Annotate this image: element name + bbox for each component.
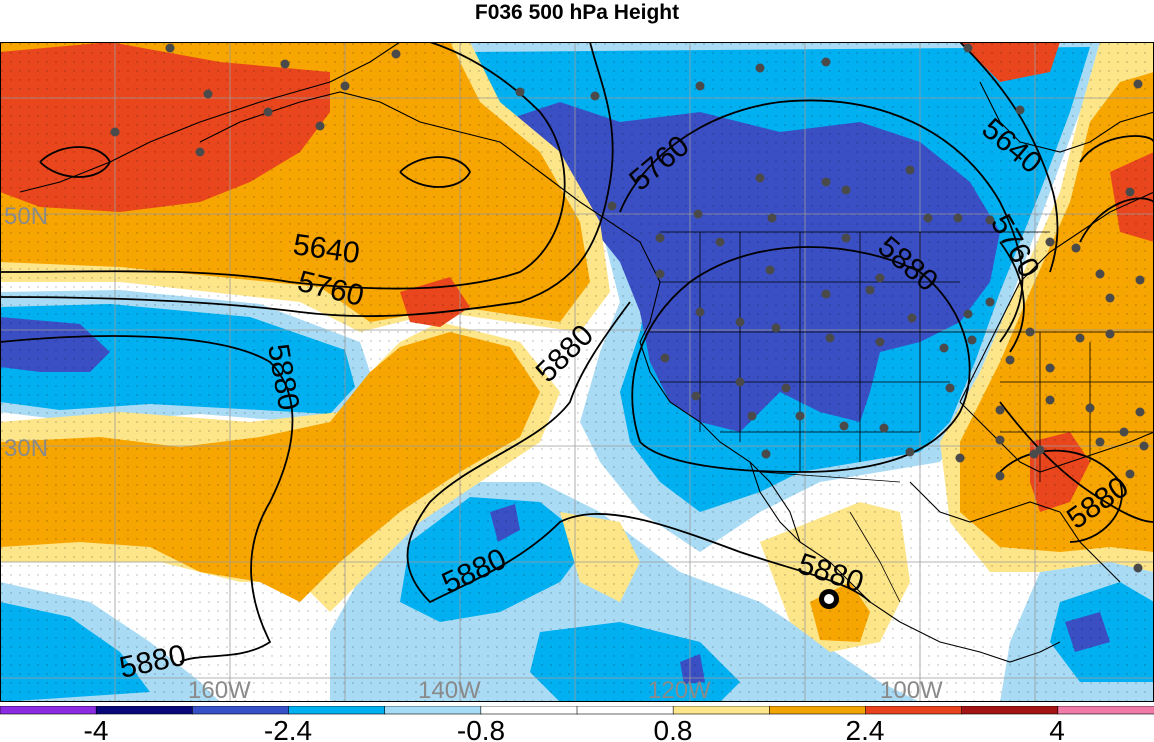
contour-closed-high-west xyxy=(399,156,472,188)
height-anomaly-map: 5640 5760 5880 5760 5880 5880 5880 5880 … xyxy=(0,42,1154,702)
contour-5640-west xyxy=(0,42,566,290)
colorbar-swatch xyxy=(1057,706,1154,715)
map-title: F036 500 hPa Height xyxy=(474,1,680,24)
colorbar-swatch xyxy=(769,706,867,715)
contour-east-high-2 xyxy=(1079,197,1154,243)
colorbar-swatch xyxy=(288,706,386,715)
contour-5880-east xyxy=(999,401,1154,523)
contour-closed-low-west xyxy=(39,146,112,178)
colorbar-tick-label: 0.8 xyxy=(654,715,693,742)
coastlines xyxy=(19,42,1154,663)
colorbar-tick-label: 2.4 xyxy=(846,715,885,742)
contour-5880-west xyxy=(0,335,294,663)
graticule-labels: 50N 30N 160W 140W 120W 100W xyxy=(4,203,943,702)
colorbar-swatch xyxy=(961,706,1059,715)
contour-5880-mid xyxy=(406,301,871,604)
colorbar-swatch xyxy=(480,706,578,715)
contour-5640-east xyxy=(959,42,1059,273)
hurricane-icon xyxy=(819,589,839,609)
station-dots xyxy=(110,43,1149,573)
lon-label-120w: 120W xyxy=(648,677,711,702)
colorbar-tick-label: -0.8 xyxy=(457,715,505,742)
colorbar-swatch xyxy=(192,706,290,715)
colorbar-swatch xyxy=(0,706,97,715)
lat-label-50n: 50N xyxy=(4,203,48,230)
colorbar-tick-labels: -4 -2.4 -0.8 0.8 2.4 4 xyxy=(84,715,1065,742)
lon-label-140w: 140W xyxy=(418,677,481,702)
lon-label-160w: 160W xyxy=(188,677,251,702)
contour-5880-center xyxy=(631,246,971,473)
contour-east-high xyxy=(1079,135,1154,163)
colorbar-tick-label: -2.4 xyxy=(264,715,312,742)
political-borders xyxy=(650,231,1154,603)
colorbar-swatch xyxy=(672,706,771,715)
colorbar-swatch xyxy=(865,706,963,715)
height-contours xyxy=(0,42,1154,663)
lon-label-100w: 100W xyxy=(880,677,943,702)
lat-label-30n: 30N xyxy=(4,435,48,462)
colorbar: -4 -2.4 -0.8 0.8 2.4 4 xyxy=(0,706,1154,742)
colorbar-swatch xyxy=(95,706,194,715)
significance-stippling xyxy=(0,42,1154,702)
contour-5760-center xyxy=(619,99,1024,343)
colorbar-swatches xyxy=(0,706,1154,715)
colorbar-swatch xyxy=(384,706,482,715)
contour-5760-west xyxy=(0,42,614,318)
colorbar-tick-label: -4 xyxy=(84,715,109,742)
colorbar-tick-label: 4 xyxy=(1049,715,1065,742)
contour-5760-east xyxy=(999,241,1025,353)
colorbar-swatch xyxy=(576,706,674,715)
